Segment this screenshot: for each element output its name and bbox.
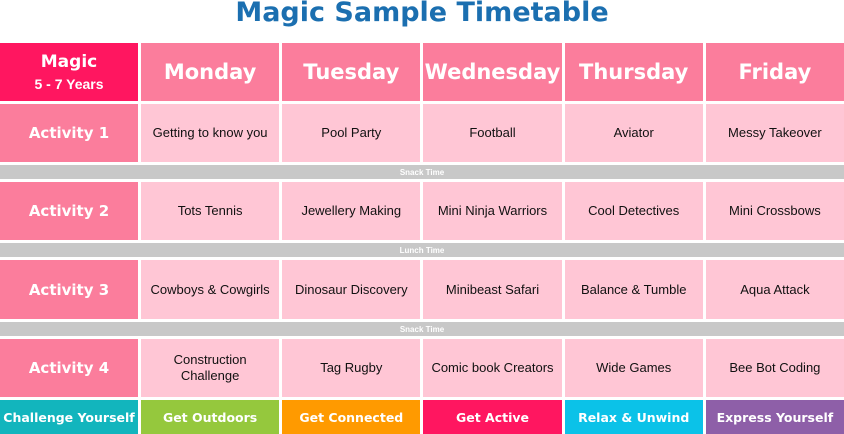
activity-cell: Cool Detectives xyxy=(564,182,703,240)
activity-label: Activity 1 xyxy=(0,104,138,162)
activity-cell: Aviator xyxy=(564,104,703,162)
activity-cell: Minibeast Safari xyxy=(423,260,562,319)
activity-cell: Aqua Attack xyxy=(705,260,844,319)
activity-label: Activity 3 xyxy=(0,260,138,319)
activity-cell: Bee Bot Coding xyxy=(705,339,844,397)
activity-cell: Mini Ninja Warriors xyxy=(423,182,562,240)
theme-4: Relax & Unwind xyxy=(564,400,703,434)
day-header-friday: Friday xyxy=(705,43,844,101)
day-header-thursday: Thursday xyxy=(564,43,703,101)
age-group-header: Magic 5 - 7 Years xyxy=(0,43,138,101)
activity-cell: Tots Tennis xyxy=(141,182,280,240)
activity-cell: Comic book Creators xyxy=(423,339,562,397)
theme-2: Get Connected xyxy=(282,400,421,434)
activity-cell: Tag Rugby xyxy=(282,339,421,397)
activity-label: Activity 4 xyxy=(0,339,138,397)
break-row: Snack Time xyxy=(0,322,844,336)
activity-cell: Balance & Tumble xyxy=(564,260,703,319)
break-row: Lunch Time xyxy=(0,243,844,257)
theme-0: Challenge Yourself xyxy=(0,400,138,434)
theme-5: Express Yourself xyxy=(705,400,844,434)
day-header-monday: Monday xyxy=(141,43,280,101)
break-row: Snack Time xyxy=(0,165,844,179)
theme-3: Get Active xyxy=(423,400,562,434)
activity-cell: Messy Takeover xyxy=(705,104,844,162)
activity-cell: Dinosaur Discovery xyxy=(282,260,421,319)
day-header-wednesday: Wednesday xyxy=(423,43,562,101)
activity-cell: Jewellery Making xyxy=(282,182,421,240)
activity-cell: Construction Challenge xyxy=(141,339,280,397)
activity-label: Activity 2 xyxy=(0,182,138,240)
day-header-tuesday: Tuesday xyxy=(282,43,421,101)
activity-cell: Football xyxy=(423,104,562,162)
activity-cell: Mini Crossbows xyxy=(705,182,844,240)
group-name: Magic xyxy=(40,52,98,72)
activity-cell: Cowboys & Cowgirls xyxy=(141,260,280,319)
page-title: Magic Sample Timetable xyxy=(235,0,609,28)
age-range: 5 - 7 Years xyxy=(34,76,104,92)
theme-1: Get Outdoors xyxy=(141,400,280,434)
activity-cell: Getting to know you xyxy=(141,104,280,162)
activity-cell: Pool Party xyxy=(282,104,421,162)
timetable: Magic 5 - 7 Years Monday Tuesday Wednesday… xyxy=(0,43,844,434)
activity-cell: Wide Games xyxy=(564,339,703,397)
